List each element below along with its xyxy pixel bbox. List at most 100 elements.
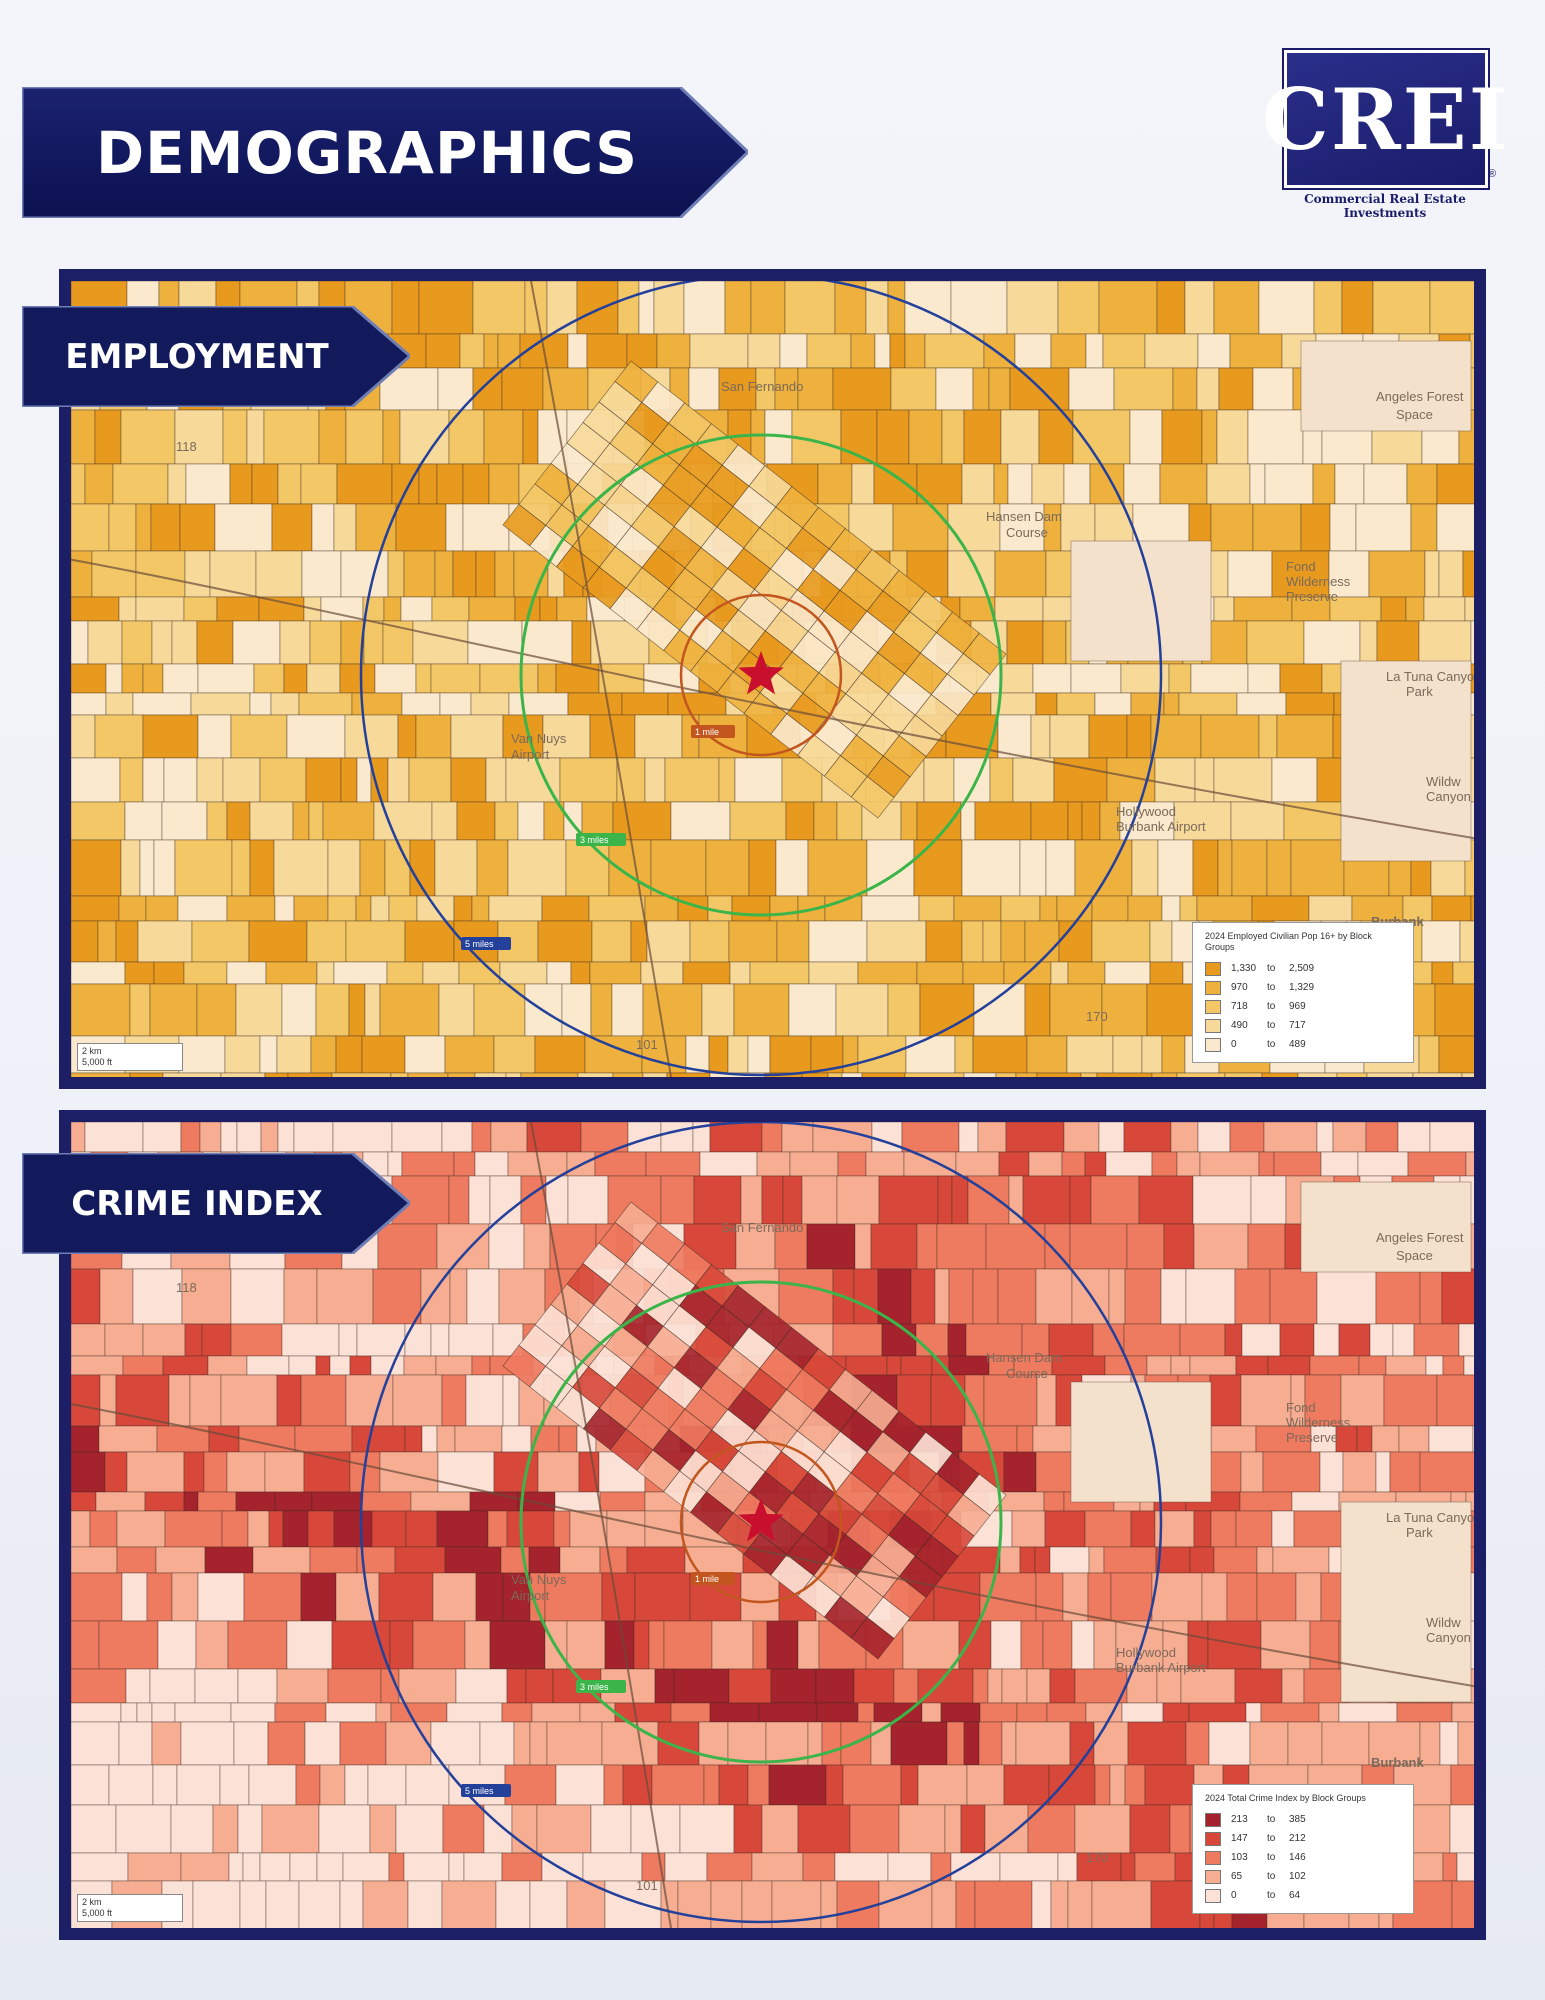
employment-tab-label: EMPLOYMENT [65, 336, 329, 377]
block-group [1213, 281, 1260, 335]
block-group [335, 1035, 363, 1074]
block-group [467, 620, 523, 665]
block-group [105, 692, 134, 716]
block-group [769, 895, 799, 922]
block-group [309, 620, 342, 665]
crime-map-canvas[interactable]: 1 mile 3 miles 5 miles San Fernando Angeles … [71, 1122, 1474, 1928]
block-group [410, 1491, 471, 1512]
block-group [448, 1852, 465, 1882]
block-group [617, 281, 640, 335]
block-group [151, 1702, 176, 1723]
block-group [470, 692, 510, 716]
block-group [1398, 1425, 1430, 1453]
block-group [1375, 1268, 1421, 1325]
block-group [660, 1175, 695, 1225]
block-group [815, 1668, 855, 1704]
block-group [908, 409, 943, 465]
block-group [1069, 1223, 1128, 1270]
block-group [310, 1035, 337, 1074]
block-group [1162, 1620, 1189, 1670]
block-group [360, 1491, 412, 1512]
block-group [633, 1620, 650, 1670]
block-group [954, 1035, 974, 1074]
block-group [893, 1668, 919, 1704]
block-group [1104, 961, 1151, 985]
place-label: Burbank [1371, 1755, 1425, 1770]
block-group [1138, 1175, 1194, 1225]
block-group [490, 1122, 528, 1153]
block-group [146, 1572, 173, 1622]
block-group [336, 463, 393, 505]
block-group [1098, 1122, 1125, 1153]
block-group [802, 1852, 836, 1882]
block-group [116, 1546, 157, 1574]
block-group [1368, 550, 1426, 598]
block-group [483, 333, 499, 369]
block-group [364, 983, 381, 1037]
block-group [1030, 801, 1069, 841]
block-group [494, 550, 515, 598]
block-group [1019, 1546, 1036, 1574]
block-group [378, 1572, 434, 1622]
block-group [120, 839, 141, 897]
block-group [1236, 692, 1287, 716]
block-group [642, 983, 703, 1037]
block-group [124, 801, 163, 841]
block-group [1028, 1151, 1063, 1177]
block-group [761, 1804, 799, 1854]
block-group [331, 1072, 392, 1077]
ring-5-badge [461, 1784, 511, 1797]
ring-3-label: 3 miles [580, 835, 609, 845]
block-group [664, 1852, 708, 1882]
block-group [247, 1510, 270, 1548]
block-group [733, 1804, 763, 1854]
block-group [369, 1804, 397, 1854]
block-group [315, 983, 350, 1037]
legend-min: 213 [1231, 1814, 1248, 1825]
block-group [271, 503, 313, 552]
block-group [1084, 1151, 1107, 1177]
block-group [1239, 1491, 1293, 1512]
block-group [1210, 1510, 1237, 1548]
block-group [71, 550, 93, 598]
block-group [248, 920, 308, 963]
block-group [531, 1702, 581, 1723]
block-group [651, 1764, 705, 1806]
block-group [664, 757, 720, 803]
block-group [1190, 663, 1249, 694]
block-group [506, 1510, 555, 1548]
block-group [670, 1702, 711, 1723]
block-group [468, 1175, 491, 1225]
block-group [456, 801, 496, 841]
legend-to: to [1267, 1814, 1276, 1825]
place-label: 170 [1086, 1850, 1108, 1865]
place-label: Angeles Forest [1376, 1230, 1464, 1245]
block-group [436, 1425, 456, 1453]
legend-to: to [1267, 1833, 1276, 1844]
employment-map[interactable]: 1 mile 3 miles 5 miles San Fernando Angeles … [71, 281, 1474, 1077]
block-group [626, 1546, 686, 1574]
block-group [71, 596, 120, 622]
block-group [650, 839, 707, 897]
block-group [459, 333, 485, 369]
block-group [1464, 596, 1474, 622]
block-group [1091, 1880, 1152, 1928]
block-group [750, 281, 786, 335]
block-group [972, 1268, 999, 1325]
block-group [1090, 1175, 1140, 1225]
block-group [71, 1374, 101, 1427]
block-group [1358, 1355, 1387, 1376]
legend-swatch [1205, 1018, 1221, 1033]
crime-map[interactable]: 1 mile 3 miles 5 miles San Fernando Angeles … [71, 1122, 1474, 1928]
block-group [71, 503, 110, 552]
block-group [232, 620, 281, 665]
block-group [1392, 1323, 1415, 1357]
block-group [1313, 1323, 1340, 1357]
block-group [259, 1035, 278, 1074]
block-group [403, 550, 436, 598]
block-group [189, 1374, 222, 1427]
employment-map-canvas[interactable]: 1 mile 3 miles 5 miles San Fernando Angeles … [71, 281, 1474, 1077]
block-group [1209, 1374, 1242, 1427]
block-group [1397, 1122, 1431, 1153]
block-group [1149, 961, 1184, 985]
